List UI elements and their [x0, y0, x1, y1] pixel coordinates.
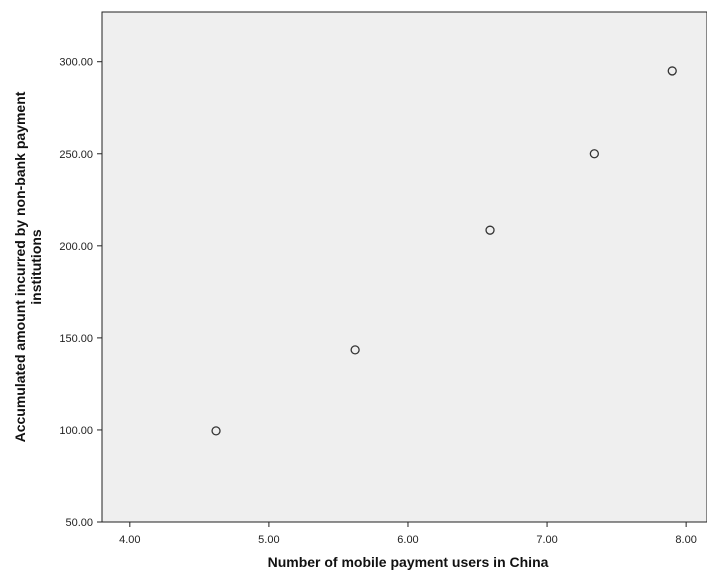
x-tick-label: 5.00: [258, 534, 279, 546]
y-axis-title-line-1: Accumulated amount incurred by non-bank …: [12, 91, 28, 442]
x-tick-label: 7.00: [536, 534, 557, 546]
data-point: [667, 66, 677, 76]
y-tick-label: 150.00: [59, 333, 93, 345]
data-point: [350, 345, 360, 355]
x-axis-ticks: 4.00 5.00 6.00 7.00 8.00: [119, 522, 697, 546]
y-tick-label: 250.00: [59, 149, 93, 161]
data-points: [211, 66, 677, 436]
x-tick-label: 8.00: [675, 534, 696, 546]
x-tick-label: 4.00: [119, 534, 140, 546]
y-tick-label: 100.00: [59, 425, 93, 437]
y-axis-ticks: 50.00 100.00 150.00 200.00 250.00 300.00: [59, 57, 102, 529]
data-point: [589, 149, 599, 159]
plot-area: [101, 11, 707, 523]
y-axis-title-line-2: institutions: [28, 229, 44, 305]
data-point: [485, 225, 495, 235]
y-tick-label: 300.00: [59, 57, 93, 69]
y-tick-label: 200.00: [59, 241, 93, 253]
x-tick-label: 6.00: [397, 534, 418, 546]
data-point: [211, 426, 221, 436]
y-tick-label: 50.00: [65, 517, 93, 529]
x-axis-title: Number of mobile payment users in China: [268, 554, 549, 570]
